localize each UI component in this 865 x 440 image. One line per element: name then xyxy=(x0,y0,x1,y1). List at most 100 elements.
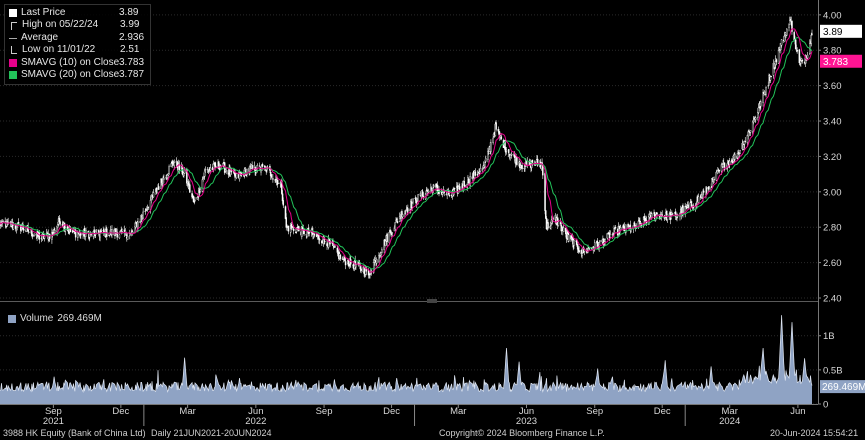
x-tick-label: Mar xyxy=(722,406,738,417)
price-candle-body xyxy=(708,186,710,190)
price-candle-body xyxy=(313,233,316,236)
legend-value: 2.936 xyxy=(119,31,145,43)
price-candle-body xyxy=(355,264,357,268)
white-square-icon xyxy=(9,9,17,18)
price-candle-body xyxy=(757,107,760,113)
panel-divider-handle[interactable] xyxy=(427,299,437,303)
price-panel: 4.00 3.80 3.60 3.40 3.20 3.00 2.80 2.60 2.40 3.8… xyxy=(0,10,862,305)
x-tick-label: Mar xyxy=(450,406,466,417)
price-candle-body xyxy=(549,226,551,229)
price-candle-body xyxy=(95,229,98,231)
price-candle-body xyxy=(438,189,440,195)
price-candle-body xyxy=(38,232,41,240)
price-candle-body xyxy=(448,195,451,197)
price-candle-body xyxy=(386,233,388,242)
price-candle-body xyxy=(734,154,736,160)
price-candle-body xyxy=(453,188,456,190)
legend-sma20[interactable]: SMAVG (20) on Close 3.787 xyxy=(9,69,144,81)
price-y-axis: 4.00 3.80 3.60 3.40 3.20 3.00 2.80 2.60 2.40 xyxy=(818,10,842,305)
price-value-tag-bg xyxy=(820,24,862,38)
price-candle-body xyxy=(375,259,378,264)
price-candle-body xyxy=(612,233,615,235)
price-candle-body xyxy=(203,170,206,177)
price-candle-body xyxy=(752,119,755,123)
price-candle-body xyxy=(791,21,793,32)
legend-value: 2.51 xyxy=(120,44,140,56)
price-candle-body xyxy=(199,189,201,192)
price-candle-body xyxy=(510,154,513,156)
volume-square-icon xyxy=(8,314,16,323)
volume-outline xyxy=(0,315,813,393)
price-candle-body xyxy=(244,169,247,171)
price-candle-body xyxy=(613,228,615,234)
legend-last-price[interactable]: Last Price 3.89 xyxy=(9,7,144,19)
price-candle-body xyxy=(671,213,674,215)
price-candle-body xyxy=(17,222,20,224)
price-candle-body xyxy=(360,268,362,271)
price-value-tag-label: 3.89 xyxy=(823,27,843,38)
price-candle-body xyxy=(22,228,25,231)
price-candle-body xyxy=(545,210,547,219)
price-candle-body xyxy=(731,159,733,163)
price-candle-body xyxy=(794,39,797,50)
price-candle-body xyxy=(495,122,497,130)
price-candle-body xyxy=(754,117,757,120)
price-candle-body xyxy=(587,247,589,251)
x-tick-label: Jun xyxy=(248,406,263,417)
price-candle-body xyxy=(150,195,153,200)
volume-legend[interactable]: Volume 269.469M xyxy=(4,312,106,325)
price-candle-body xyxy=(689,202,692,209)
legend-sma10[interactable]: SMAVG (10) on Close 3.783 xyxy=(9,57,144,69)
volume-y-axis: 1B 0.5B 0 xyxy=(818,331,843,411)
price-candle-body xyxy=(690,201,692,204)
legend-label: SMAVG (20) on Close xyxy=(21,69,120,81)
price-candle-body xyxy=(800,60,802,64)
volume-area xyxy=(0,315,812,404)
x-year-label: 2024 xyxy=(719,416,740,426)
price-candle-body xyxy=(139,221,141,223)
price-candle-body xyxy=(225,170,227,172)
price-candle-body xyxy=(588,248,591,250)
price-candle-body xyxy=(767,85,769,87)
price-candle-body xyxy=(568,234,570,242)
price-candle-body xyxy=(142,211,144,219)
price-candle-body xyxy=(717,170,719,174)
price-candle-body xyxy=(487,152,490,154)
price-candle-body xyxy=(275,179,277,181)
price-candle-body xyxy=(596,241,599,247)
legend-high[interactable]: High on 05/22/24 3.99 xyxy=(9,19,144,31)
price-candle-body xyxy=(604,239,606,242)
price-candle-body xyxy=(287,225,290,232)
legend-low[interactable]: Low on 11/01/22 2.51 xyxy=(9,44,144,56)
x-axis: Sep Dec Mar Jun Sep Dec Mar Jun Sep Dec Mar Jun 2021… xyxy=(43,404,806,426)
price-value-tag-label: 3.783 xyxy=(823,57,848,68)
footer-copyright: Copyright© 2024 Bloomberg Finance L.P. xyxy=(439,428,605,438)
price-candle-body xyxy=(272,178,274,180)
price-candle-body xyxy=(270,174,273,178)
price-candle-body xyxy=(498,131,500,133)
price-candle-body xyxy=(737,153,739,159)
price-candle-body xyxy=(536,158,539,166)
price-candle-body xyxy=(562,227,565,232)
price-candle-body xyxy=(739,150,741,154)
price-candle-body xyxy=(173,162,176,167)
price-candle-body xyxy=(285,217,287,228)
legend-average[interactable]: Average 2.936 xyxy=(9,32,144,44)
price-candle-body xyxy=(77,232,79,238)
price-candle-body xyxy=(41,233,44,240)
price-candle-body xyxy=(286,225,288,227)
price-candle-body xyxy=(348,263,351,266)
price-candle-body xyxy=(702,190,705,193)
price-candle-body xyxy=(606,233,609,239)
price-candle-body xyxy=(639,223,642,225)
price-gridlines xyxy=(0,14,818,299)
price-candle-body xyxy=(336,247,339,253)
price-candle-body xyxy=(404,210,407,212)
price-candle-body xyxy=(196,197,199,200)
price-candle-body xyxy=(12,224,15,230)
price-candle-body xyxy=(806,54,809,59)
price-candle-body xyxy=(363,267,365,274)
price-candle-body xyxy=(619,227,622,231)
price-candle-body xyxy=(33,235,35,237)
price-candle-body xyxy=(765,87,767,95)
